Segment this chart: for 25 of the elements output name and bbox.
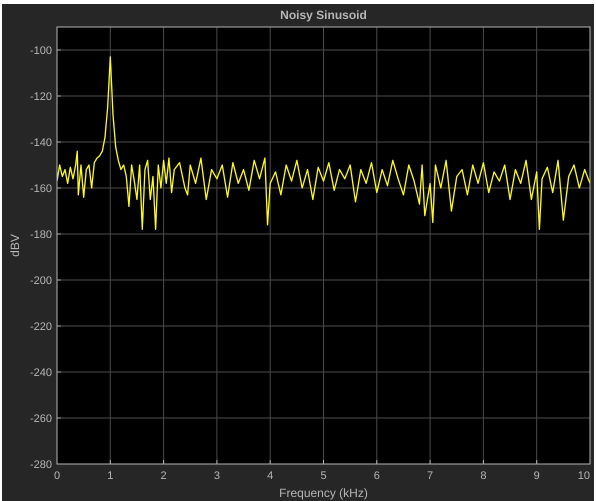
- x-tick-label: 5: [320, 470, 327, 482]
- y-tick-label: -220: [30, 320, 52, 333]
- x-tick-label: 10: [578, 470, 590, 482]
- x-tick-label: 9: [534, 470, 540, 482]
- x-tick-label: 3: [214, 470, 220, 482]
- y-tick-label: -100: [30, 44, 52, 57]
- y-tick-label: -200: [30, 274, 52, 287]
- x-tick-label: 1: [107, 470, 114, 482]
- line-series: [57, 56, 590, 230]
- y-tick-label: -240: [30, 366, 52, 379]
- y-tick-label: -140: [30, 136, 52, 149]
- y-axis-title: dBV: [8, 234, 22, 257]
- x-axis-title: Frequency (kHz): [279, 486, 368, 500]
- x-tick-label: 4: [267, 470, 274, 482]
- y-tick-label: -160: [30, 182, 52, 195]
- x-tick-label: 6: [374, 470, 380, 482]
- x-tick-label: 0: [54, 470, 60, 482]
- x-tick-label: 7: [427, 470, 434, 482]
- y-tick-label: -120: [30, 90, 52, 103]
- x-tick-label: 2: [160, 470, 167, 482]
- y-tick-label: -280: [30, 458, 52, 471]
- chart-title: Noisy Sinusoid: [280, 8, 367, 22]
- y-tick-label: -260: [30, 412, 52, 425]
- y-tick-label: -180: [30, 228, 52, 241]
- x-tick-label: 8: [480, 470, 486, 482]
